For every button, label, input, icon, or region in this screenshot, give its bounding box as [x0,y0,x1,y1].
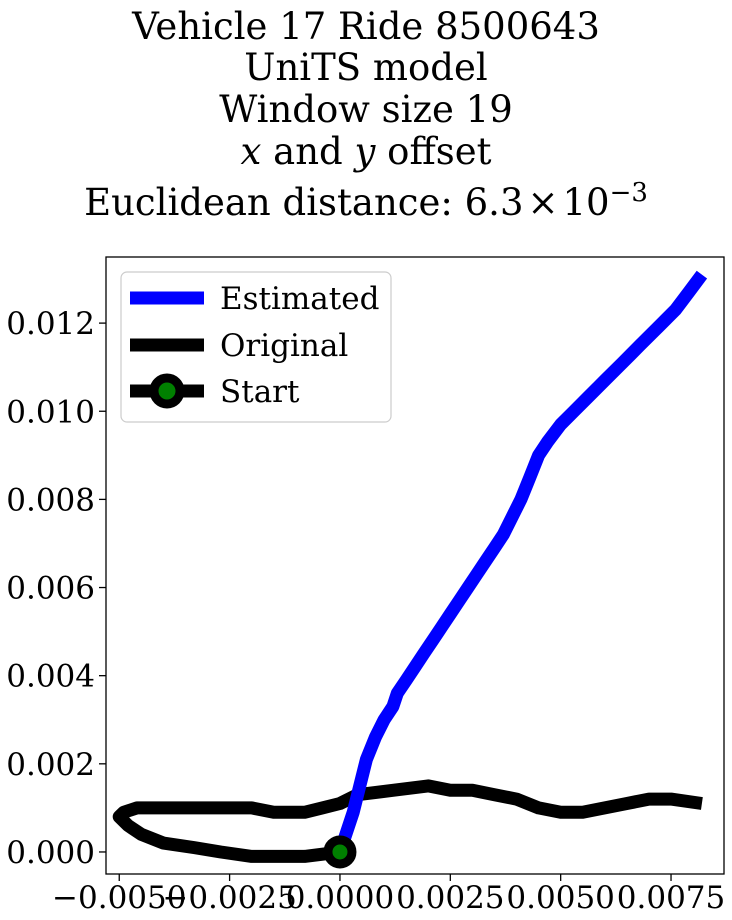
y-tick-label: 0.012 [6,306,95,342]
legend-label-start: Start [220,374,300,410]
title-line-1: Vehicle 17 Ride 8500643 [132,5,600,48]
legend: Estimated Original Start [120,271,392,423]
legend-label-estimated: Estimated [220,281,379,317]
x-tick-label: 0.0075 [617,880,725,916]
legend-marker-start [149,373,185,409]
title-euclid-base: 10 [562,181,610,224]
title-y-var: y [354,130,376,173]
legend-label-original: Original [220,328,348,364]
plot-frame [105,256,725,875]
x-tick-label: 0.0000 [286,880,394,916]
title-euclid-exp: −3 [609,178,648,208]
y-tick-label: 0.008 [6,482,95,518]
x-tick-label: 0.0025 [396,880,504,916]
title-euclid-mantissa: 6.3 [464,181,524,224]
x-tick-label: −0.0050 [52,880,186,916]
series-line-estimated [333,270,708,855]
start-marker [323,835,357,869]
title-offset-word: offset [375,130,492,173]
series-layer [112,270,708,869]
y-tick-label: 0.004 [6,659,95,695]
title-x-var: x [240,130,262,173]
title-and-word: and [261,130,355,173]
y-tick-label: 0.006 [6,571,95,607]
series-line-original [112,779,703,863]
title-line-3: Window size 19 [219,88,513,131]
title-line-4: x and y offset [0,128,732,175]
y-tick-label: 0.010 [6,394,95,430]
title-line-2: UniTS model [244,46,488,89]
x-tick-label: −0.0025 [162,880,296,916]
title-line-5: Euclidean distance: 6.3 × 10−3 [0,170,732,226]
x-tick-label: 0.0050 [506,880,614,916]
y-tick-label: 0.000 [6,835,95,871]
title-euclid-times: × [527,181,559,224]
ticks-layer: 0.000 0.002 0.004 0.006 0.008 0.010 0.012 −0.00… [6,306,725,916]
y-tick-label: 0.002 [6,747,95,783]
title-euclid-prefix: Euclidean distance: [84,181,465,224]
